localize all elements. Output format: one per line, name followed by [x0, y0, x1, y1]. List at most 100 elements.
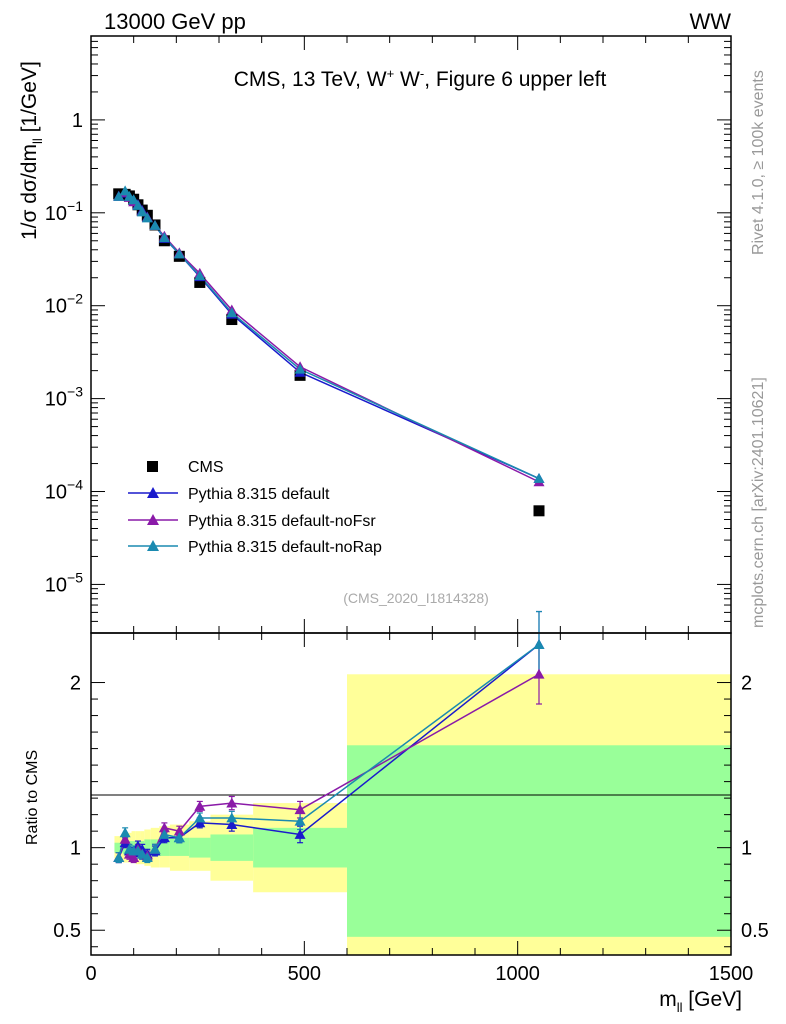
ratio-point-nofsr — [128, 852, 140, 862]
ratio-band-inner — [189, 837, 211, 858]
tick-exponent: −4 — [67, 477, 83, 493]
xlabel-part-1: m — [659, 988, 677, 1011]
x-tick-label: 0 — [85, 963, 96, 985]
ratio-band-inner — [114, 842, 123, 853]
main-point-norap — [194, 270, 206, 281]
ratio-point-nofsr — [158, 822, 170, 833]
ylabel-sub: ll — [30, 138, 45, 144]
legend-marker-cms — [147, 461, 158, 472]
main-axes: 110−110−210−310−410−5 — [45, 35, 732, 634]
ratio-y-tick-label-right: 1 — [741, 838, 752, 860]
title-part-2: W — [394, 68, 420, 91]
ratio-frame — [90, 632, 732, 956]
ratio-point-norap — [194, 812, 206, 823]
main-line-nofsr — [118, 191, 540, 483]
main-frame — [90, 35, 732, 634]
tick-exponent: −3 — [67, 384, 83, 400]
main-y-tick-label: 1 — [72, 110, 83, 132]
tick-base: 10 — [45, 203, 67, 225]
main-line-norap — [118, 189, 540, 480]
ratio-band-inner — [210, 834, 254, 861]
tick-exponent: −2 — [67, 291, 83, 307]
legend-label-cms: CMS — [188, 459, 224, 476]
main-point-norap — [226, 307, 238, 318]
ratio-band-inner — [347, 745, 731, 937]
main-y-axis-label: 1/σ dσ/dmll [1/GeV] — [18, 61, 45, 240]
ratio-point-norap — [141, 852, 153, 862]
xlabel-part-2: [GeV] — [682, 988, 742, 1011]
legend-label-nofsr: Pythia 8.315 default-noFsr — [188, 513, 376, 530]
legend-label-norap: Pythia 8.315 default-noRap — [188, 539, 382, 556]
ratio-point-norap — [226, 812, 238, 823]
tick-exponent: −1 — [67, 198, 83, 214]
main-y-tick-label: 10−2 — [45, 291, 83, 318]
ratio-point-default — [194, 817, 206, 828]
main-panel: 110−110−210−310−410−5 CMS, 13 TeV, W+ W-… — [18, 35, 732, 634]
ratio-point-nofsr — [226, 797, 238, 808]
legend-marker-nofsr — [147, 514, 159, 525]
legend: CMS Pythia 8.315 default Pythia 8.315 de… — [128, 459, 382, 556]
main-point-cms — [194, 276, 206, 288]
main-line-default — [118, 192, 540, 480]
main-point-cms — [533, 505, 545, 517]
title-sup-plus: + — [387, 66, 395, 81]
ylabel-part-1: 1/σ dσ/dm — [18, 144, 41, 240]
x-axis-label: mll [GeV] — [659, 988, 742, 1015]
analysis-watermark: (CMS_2020_I1814328) — [343, 590, 489, 606]
main-y-tick-label: 10−5 — [45, 569, 83, 596]
ratio-y-tick-label-left: 2 — [70, 673, 81, 695]
ratio-y-tick-label-left: 0.5 — [53, 920, 81, 942]
ratio-point-norap — [158, 828, 170, 839]
main-point-norap — [136, 206, 148, 217]
ratio-point-norap — [119, 827, 131, 838]
ratio-point-nofsr — [533, 668, 545, 679]
x-tick-label: 1000 — [495, 963, 540, 985]
x-tick-label: 500 — [288, 963, 321, 985]
tick-base: 10 — [45, 389, 67, 411]
ratio-point-norap — [149, 843, 161, 854]
ratio-point-nofsr — [294, 804, 306, 815]
ratio-series-layer — [113, 610, 545, 864]
ratio-point-norap — [294, 815, 306, 826]
main-point-norap — [294, 363, 306, 374]
ratio-point-nofsr — [119, 833, 131, 844]
ratio-y-axis-label: Ratio to CMS — [24, 750, 41, 845]
main-series-layer — [113, 185, 545, 517]
ratio-point-norap — [113, 852, 125, 862]
main-point-norap — [113, 190, 125, 201]
main-point-norap — [128, 194, 140, 205]
header-energy-label: 13000 GeV pp — [104, 9, 246, 34]
rivet-version-label: Rivet 4.1.0, ≥ 100k events — [750, 70, 767, 255]
ratio-y-tick-label-right: 2 — [741, 673, 752, 695]
legend-marker-norap — [147, 540, 159, 551]
ratio-y-tick-label-left: 1 — [70, 838, 81, 860]
tick-base: 10 — [45, 482, 67, 504]
ratio-band-inner — [159, 839, 170, 856]
main-y-tick-label: 10−4 — [45, 477, 83, 504]
main-point-norap — [149, 220, 161, 230]
ratio-band-inner — [169, 837, 190, 856]
chart-title: CMS, 13 TeV, W+ W-, Figure 6 upper left — [234, 66, 607, 91]
ratio-band-inner — [144, 839, 151, 856]
ratio-point-norap — [533, 639, 545, 649]
title-sup-minus: - — [420, 66, 424, 81]
ratio-point-default — [226, 819, 238, 829]
ratio-point-nofsr — [173, 825, 185, 836]
legend-label-default: Pythia 8.315 default — [188, 486, 330, 503]
main-point-norap — [119, 185, 131, 196]
ratio-point-default — [294, 828, 306, 839]
main-point-norap — [533, 473, 545, 483]
main-point-cms — [226, 314, 238, 326]
ylabel-part-2: [1/GeV] — [18, 61, 41, 138]
main-point-norap — [132, 199, 144, 210]
legend-marker-default — [147, 487, 159, 498]
main-point-norap — [158, 232, 170, 243]
header-process-label: WW — [689, 9, 731, 34]
main-point-norap — [173, 248, 185, 259]
title-part-1: CMS, 13 TeV, W — [234, 68, 387, 91]
ratio-y-tick-label-right: 0.5 — [741, 920, 769, 942]
ratio-point-norap — [173, 832, 185, 843]
tick-exponent: −5 — [67, 569, 83, 585]
tick-base: 10 — [45, 574, 67, 596]
